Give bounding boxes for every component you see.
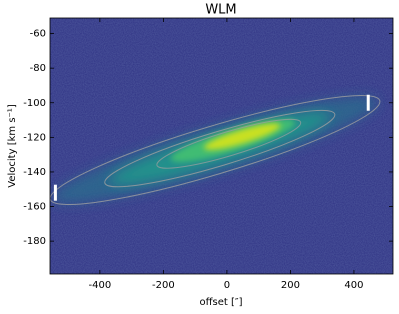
x-tick-label: -200 [152, 280, 175, 291]
x-axis-label: offset [″] [199, 297, 242, 308]
heatmap-image [50, 18, 393, 274]
y-tick-label: -180 [23, 236, 46, 247]
chart-title: WLM [205, 3, 236, 18]
y-axis-label: Velocity [km s⁻¹] [7, 104, 18, 188]
marker [366, 94, 370, 111]
x-tick-label: -400 [89, 280, 112, 291]
y-tick-label: -80 [30, 63, 46, 74]
y-tick-label: -120 [23, 132, 46, 143]
x-tick-label: 200 [281, 280, 300, 291]
y-tick-label: -140 [23, 167, 46, 178]
plot-frame [49, 17, 394, 275]
y-tick-label: -160 [23, 202, 46, 213]
y-tick-label: -100 [23, 98, 46, 109]
x-tick-label: 400 [344, 280, 363, 291]
x-tick-label: 0 [224, 280, 230, 291]
y-tick-label: -60 [30, 29, 46, 40]
marker [53, 184, 57, 201]
